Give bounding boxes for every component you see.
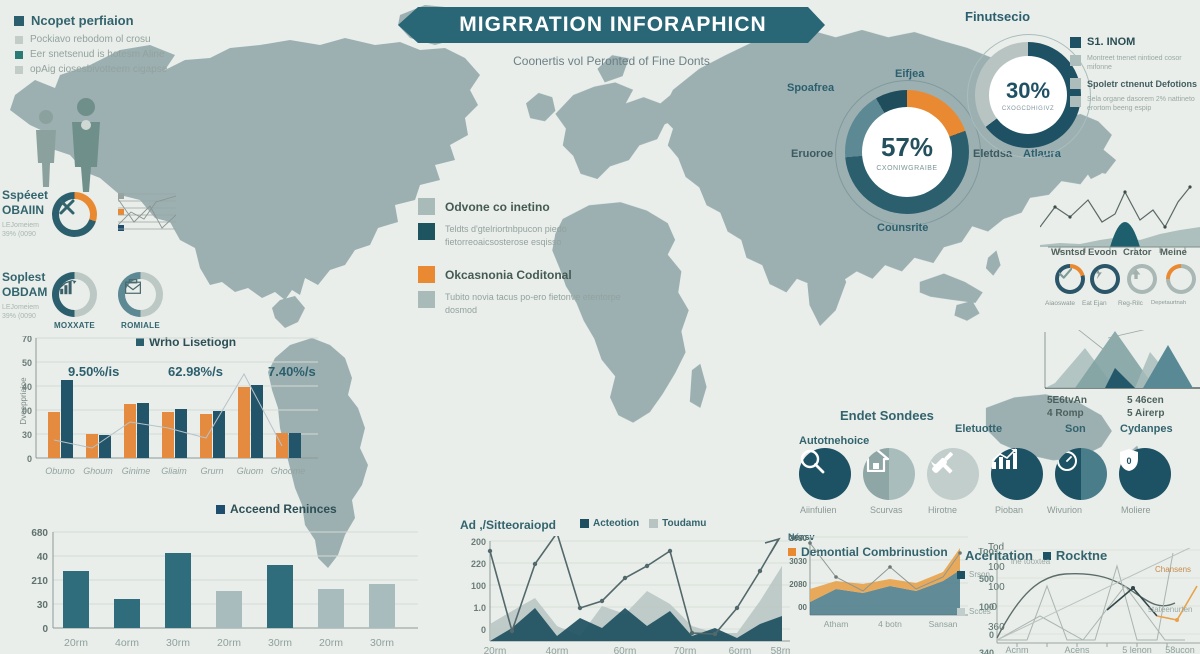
svg-text:50: 50 xyxy=(22,358,32,368)
svg-text:0: 0 xyxy=(989,630,994,640)
svg-text:0: 0 xyxy=(1126,456,1131,466)
svg-text:3030: 3030 xyxy=(789,557,807,566)
svg-text:Gliaim: Gliaim xyxy=(161,466,187,476)
svg-text:2080: 2080 xyxy=(789,580,807,589)
svg-text:4orm: 4orm xyxy=(546,646,569,654)
svg-text:500: 500 xyxy=(979,574,994,584)
svg-text:210: 210 xyxy=(31,576,48,587)
svg-text:680: 680 xyxy=(31,528,48,539)
svg-text:100: 100 xyxy=(979,602,994,612)
svg-text:Ghoum: Ghoum xyxy=(83,466,113,476)
svg-text:0: 0 xyxy=(481,625,486,635)
svg-text:Sansan: Sansan xyxy=(929,619,958,629)
svg-text:30rm: 30rm xyxy=(268,637,292,649)
svg-text:Grurn: Grurn xyxy=(200,466,223,476)
svg-text:20rm: 20rm xyxy=(484,646,507,654)
svg-text:Ginime: Ginime xyxy=(122,466,151,476)
svg-text:1.0: 1.0 xyxy=(473,603,486,613)
svg-text:340: 340 xyxy=(979,648,994,654)
svg-text:4 botn: 4 botn xyxy=(878,619,902,629)
svg-text:70rm: 70rm xyxy=(674,646,697,654)
svg-text:0: 0 xyxy=(42,624,48,635)
svg-text:70: 70 xyxy=(22,336,32,344)
svg-text:58rm: 58rm xyxy=(771,646,790,654)
svg-text:20rm: 20rm xyxy=(217,637,241,649)
svg-text:Acnm: Acnm xyxy=(1005,645,1028,654)
svg-text:20rm: 20rm xyxy=(319,637,343,649)
svg-text:58ucon: 58ucon xyxy=(1165,645,1195,654)
svg-text:Obumo: Obumo xyxy=(45,466,75,476)
svg-text:30rm: 30rm xyxy=(370,637,394,649)
svg-text:30: 30 xyxy=(22,430,32,440)
svg-text:2080: 2080 xyxy=(789,535,807,543)
svg-text:30: 30 xyxy=(37,600,49,611)
svg-text:60rm: 60rm xyxy=(614,646,637,654)
svg-text:ine tooxtea: ine tooxtea xyxy=(1011,557,1051,566)
svg-text:Too: Too xyxy=(978,548,994,556)
svg-text:20rm: 20rm xyxy=(64,637,88,649)
svg-text:40: 40 xyxy=(37,552,49,563)
svg-text:5 lenon: 5 lenon xyxy=(1122,645,1152,654)
svg-text:00: 00 xyxy=(798,603,807,612)
svg-text:200: 200 xyxy=(471,537,486,547)
svg-text:100: 100 xyxy=(471,581,486,591)
svg-text:Dvoeppriaioe: Dvoeppriaioe xyxy=(19,377,28,425)
svg-text:30rm: 30rm xyxy=(166,637,190,649)
svg-text:Gluom: Gluom xyxy=(237,466,264,476)
svg-text:4orm: 4orm xyxy=(115,637,139,649)
svg-text:Atham: Atham xyxy=(824,619,849,629)
svg-text:Acens: Acens xyxy=(1064,645,1090,654)
svg-text:6orm: 6orm xyxy=(729,646,752,654)
svg-text:0: 0 xyxy=(27,454,32,464)
svg-text:220: 220 xyxy=(471,559,486,569)
svg-text:Ghoome: Ghoome xyxy=(271,466,306,476)
